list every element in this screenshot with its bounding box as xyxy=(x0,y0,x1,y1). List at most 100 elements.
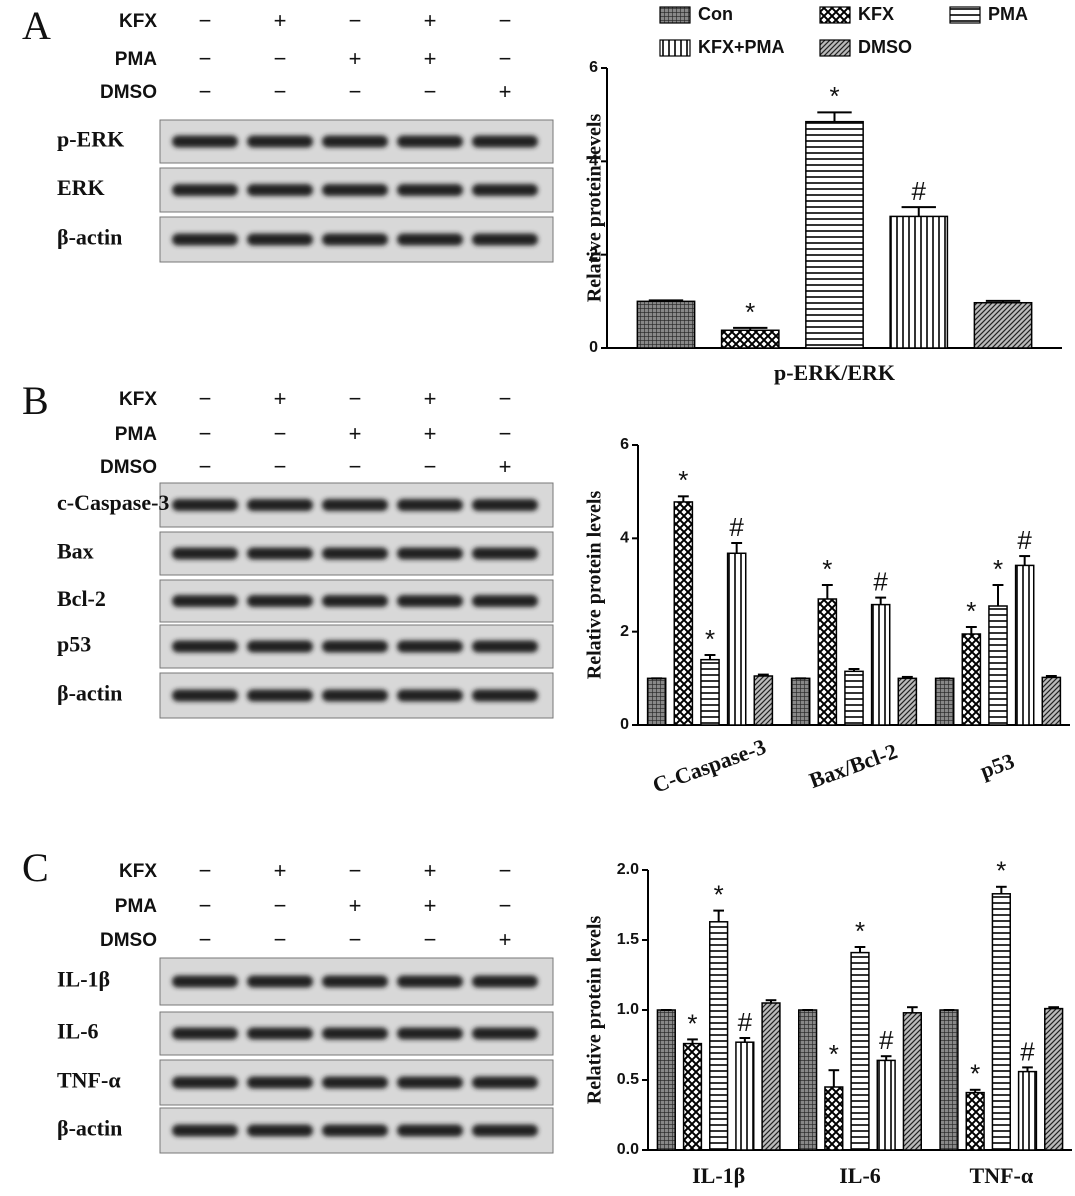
error-bar xyxy=(739,1037,751,1043)
blot-band xyxy=(247,547,313,560)
error-bar xyxy=(757,673,769,676)
bar xyxy=(817,598,838,726)
y-tick-label: 0 xyxy=(589,339,598,356)
blot-band xyxy=(472,1124,538,1137)
bar xyxy=(735,1041,755,1151)
blot-band xyxy=(397,689,463,702)
error-bar xyxy=(648,299,684,302)
blot-row-label: IL-6 xyxy=(57,1019,99,1044)
treatment-sign: − xyxy=(499,386,512,411)
blot-band xyxy=(322,640,388,653)
blot-band xyxy=(172,547,238,560)
blot-band xyxy=(472,499,538,511)
bar xyxy=(934,677,955,726)
treatment-label: PMA xyxy=(115,896,158,917)
treatment-sign: + xyxy=(274,386,287,411)
blot-band xyxy=(247,499,313,511)
blot-band xyxy=(472,1027,538,1040)
treatment-sign: − xyxy=(199,454,212,479)
blot-band xyxy=(172,1076,238,1089)
bar xyxy=(961,633,982,726)
blot-band xyxy=(322,1027,388,1040)
blot-band xyxy=(172,640,238,653)
blot-band xyxy=(397,499,463,511)
treatment-sign: − xyxy=(349,454,362,479)
error-bar xyxy=(907,1006,918,1013)
error-bar xyxy=(1045,675,1057,678)
error-bar xyxy=(733,326,768,331)
significance-mark: * xyxy=(993,554,1003,584)
y-tick-label: 1.5 xyxy=(617,931,639,948)
significance-mark: # xyxy=(1017,525,1032,555)
significance-mark: * xyxy=(855,916,865,946)
blot-band xyxy=(397,1027,463,1040)
bar xyxy=(656,1009,676,1151)
bar xyxy=(753,675,774,726)
bar xyxy=(1017,1070,1038,1151)
blot-band xyxy=(472,547,538,560)
bar xyxy=(700,658,720,726)
blot-band xyxy=(322,499,388,511)
significance-mark: # xyxy=(738,1007,753,1037)
blot-band xyxy=(172,1124,238,1137)
significance-mark: * xyxy=(687,1008,697,1038)
treatment-sign: − xyxy=(199,893,212,918)
treatment-sign: − xyxy=(274,927,287,952)
bar xyxy=(824,1086,844,1151)
y-tick-label: 4 xyxy=(620,530,629,547)
blot-band xyxy=(472,233,538,246)
blot-band xyxy=(322,975,388,988)
blot-band xyxy=(247,595,313,607)
error-bar xyxy=(1019,555,1031,566)
error-bar xyxy=(965,626,977,634)
blot-band xyxy=(322,233,388,246)
blot-band xyxy=(172,595,238,607)
x-tick-label: TNF-α xyxy=(970,1163,1034,1188)
error-bar xyxy=(995,885,1007,894)
blot-band xyxy=(172,975,238,988)
significance-mark: * xyxy=(970,1059,980,1089)
bar xyxy=(805,120,864,349)
blot-band xyxy=(322,689,388,702)
blot-row-label: Bcl-2 xyxy=(57,586,106,611)
blot-band xyxy=(247,135,313,148)
blot-band xyxy=(472,135,538,148)
blot-band xyxy=(172,689,238,702)
blot-band xyxy=(472,689,538,702)
blot-band xyxy=(397,547,463,560)
y-axis-label: Relative protein levels xyxy=(584,491,606,680)
treatment-sign: − xyxy=(274,79,287,104)
legend-label: DMSO xyxy=(858,37,912,57)
error-bar xyxy=(992,584,1004,606)
blot-band xyxy=(397,595,463,607)
treatment-sign: − xyxy=(499,421,512,446)
panel-letter: A xyxy=(22,3,51,48)
error-bar xyxy=(704,654,716,660)
treatment-label: DMSO xyxy=(100,457,157,478)
treatment-sign: − xyxy=(199,386,212,411)
blot-band xyxy=(172,233,238,246)
significance-mark: # xyxy=(1020,1036,1035,1066)
y-tick-label: 4 xyxy=(589,153,598,170)
blot-band xyxy=(322,135,388,148)
bar xyxy=(761,1002,781,1151)
blot-row-label: IL-1β xyxy=(57,967,110,992)
treatment-label: KFX xyxy=(119,389,157,410)
bar xyxy=(844,670,864,726)
bar xyxy=(965,1091,985,1151)
significance-mark: # xyxy=(912,176,927,206)
error-bar xyxy=(854,946,866,953)
blot-band xyxy=(397,135,463,148)
y-tick-label: 0.0 xyxy=(617,1141,639,1158)
legend-label: KFX xyxy=(858,4,894,24)
treatment-sign: − xyxy=(349,79,362,104)
treatment-sign: + xyxy=(424,858,437,883)
y-axis-label: Relative protein levels xyxy=(584,916,606,1105)
treatment-sign: + xyxy=(349,893,362,918)
treatment-label: KFX xyxy=(119,861,157,882)
treatment-sign: − xyxy=(349,386,362,411)
y-tick-label: 2 xyxy=(589,246,598,263)
treatment-label: PMA xyxy=(115,49,158,70)
blot-band xyxy=(397,975,463,988)
